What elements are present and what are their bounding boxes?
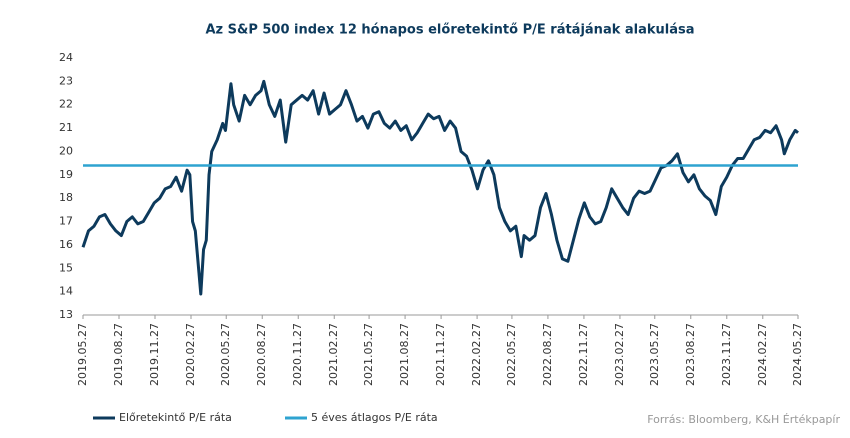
x-tick-label: 2021.05.27: [362, 323, 375, 386]
x-tick-label: 2020.02.27: [184, 323, 197, 386]
x-tick-label: 2021.08.27: [398, 323, 411, 386]
legend-label: 5 éves átlagos P/E ráta: [311, 411, 438, 424]
x-tick-label: 2023.05.27: [648, 323, 661, 386]
y-tick-label: 24: [59, 51, 73, 64]
source: Forrás: Bloomberg, K&H Értékpapír: [647, 413, 840, 426]
y-tick-label: 20: [59, 144, 73, 157]
x-tick-label: 2020.11.27: [291, 323, 304, 386]
y-tick-label: 18: [59, 191, 73, 204]
y-tick-label: 19: [59, 168, 73, 181]
chart-title: Az S&P 500 index 12 hónapos előretekintő…: [205, 23, 694, 38]
x-tick-label: 2022.05.27: [505, 323, 518, 386]
y-tick-label: 13: [59, 308, 73, 321]
x-tick-label: 2019.05.27: [76, 323, 89, 386]
y-tick-label: 22: [59, 98, 73, 111]
x-tick-label: 2024.02.27: [756, 323, 769, 386]
y-tick-label: 21: [59, 121, 73, 134]
legend-label: Előretekintő P/E ráta: [119, 411, 232, 424]
y-tick-label: 15: [59, 261, 73, 274]
x-tick-label: 2023.02.27: [613, 323, 626, 386]
x-tick-label: 2021.11.27: [434, 323, 447, 386]
x-tick-label: 2022.02.27: [470, 323, 483, 386]
x-tick-label: 2023.08.27: [684, 323, 697, 386]
x-tick-label: 2022.08.27: [541, 323, 554, 386]
x-tick-label: 2021.02.27: [327, 323, 340, 386]
y-tick-label: 14: [59, 285, 73, 298]
x-tick-label: 2019.08.27: [112, 323, 125, 386]
x-tick-label: 2020.08.27: [255, 323, 268, 386]
series-line: [81, 79, 799, 296]
x-tick-label: 2024.05.27: [791, 323, 804, 386]
x-tick-label: 2023.11.27: [720, 323, 733, 386]
x-tick-label: 2019.11.27: [148, 323, 161, 386]
x-tick-label: 2020.05.27: [219, 323, 232, 386]
y-tick-label: 17: [59, 215, 73, 228]
y-tick-label: 23: [59, 74, 73, 87]
x-tick-label: 2022.11.27: [577, 323, 590, 386]
y-tick-label: 16: [59, 238, 73, 251]
